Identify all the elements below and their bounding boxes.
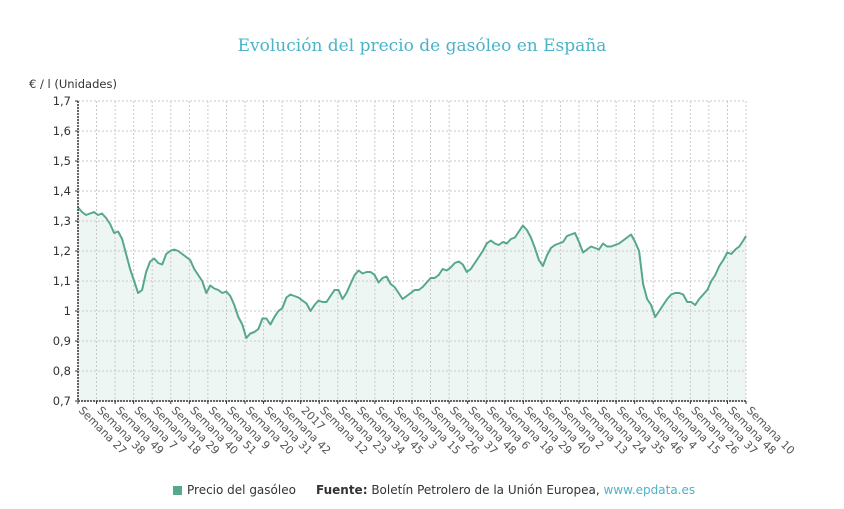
y-tick-label: 1 bbox=[64, 304, 71, 318]
y-tick-label: 0,9 bbox=[53, 334, 71, 348]
y-tick-label: 1,5 bbox=[53, 154, 71, 168]
source-text: Boletín Petrolero de la Unión Europea, bbox=[367, 483, 604, 497]
source-link[interactable]: www.epdata.es bbox=[603, 483, 696, 497]
y-axis-label: € / l (Unidades) bbox=[29, 77, 117, 91]
y-tick-label: 1,7 bbox=[53, 94, 71, 108]
y-tick-label: 1,3 bbox=[53, 214, 71, 228]
source-prefix: Fuente: bbox=[316, 483, 368, 497]
legend: Precio del gasóleo bbox=[173, 483, 296, 497]
legend-swatch bbox=[173, 485, 182, 495]
legend-label: Precio del gasóleo bbox=[187, 483, 296, 497]
chart-title: Evolución del precio de gasóleo en Españ… bbox=[237, 36, 607, 56]
series-line bbox=[77, 206, 747, 339]
y-tick-label: 0,7 bbox=[53, 394, 71, 408]
y-tick-label: 1,4 bbox=[53, 184, 71, 198]
y-tick-label: 1,6 bbox=[53, 124, 71, 138]
series-area bbox=[78, 207, 746, 401]
y-tick-label: 1,2 bbox=[53, 244, 71, 258]
y-tick-label: 0,8 bbox=[53, 364, 71, 378]
y-tick-label: 1,1 bbox=[53, 274, 71, 288]
source-note: Fuente: Boletín Petrolero de la Unión Eu… bbox=[316, 483, 695, 497]
